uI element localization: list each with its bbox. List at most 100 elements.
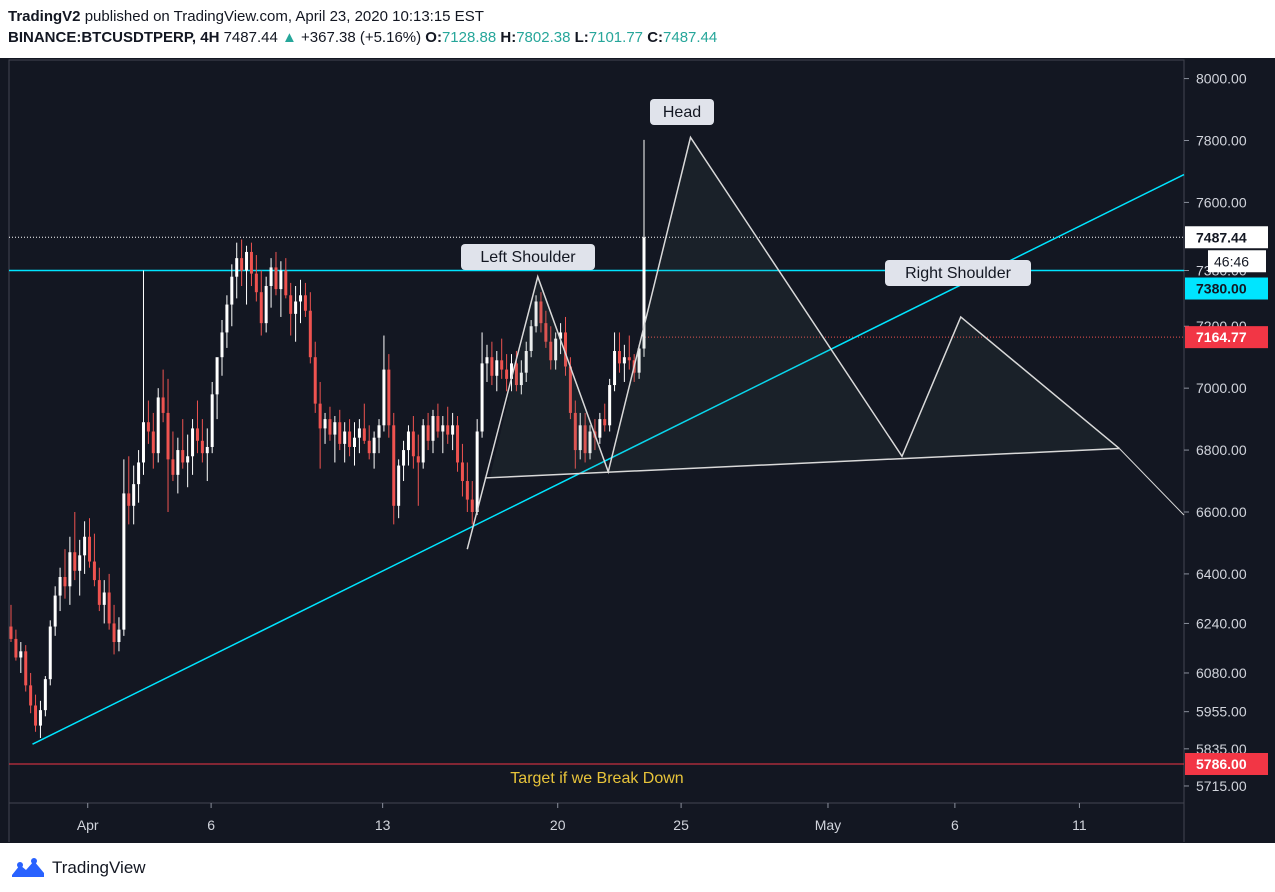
footer-brand[interactable]: TradingView [52,858,146,877]
open-label: O: [425,29,442,46]
candle [73,511,77,581]
candle-body [549,341,553,361]
candle [583,412,587,463]
right-shoulder-label: Right Shoulder [905,265,1012,282]
candle-body [220,332,224,358]
candle [348,419,352,457]
candle [161,369,165,423]
candle-body [426,425,430,441]
candle [318,381,322,469]
price-tag-bg [1185,226,1268,249]
x-tick-label: 13 [375,817,391,833]
candle [166,378,170,512]
candle [249,242,253,286]
candle [107,573,111,630]
candle-body [406,431,410,451]
candle-body [500,360,504,370]
candle-body [269,267,273,286]
low-value: 7101.77 [588,29,644,46]
candle [539,292,543,333]
candle-body [333,422,337,435]
candle [53,586,57,636]
candle [495,351,499,392]
candle [9,604,13,643]
publisher-name[interactable]: TradingV2 [8,8,81,25]
candle [146,400,150,444]
candle [426,412,430,451]
candle-body [490,357,494,376]
candle-body [613,351,617,386]
candle-body [495,360,499,376]
candle [323,412,327,444]
candle [446,406,450,444]
candle [240,239,244,286]
candle-body [328,419,332,435]
x-tick-label: Apr [77,817,99,833]
candle [642,139,646,357]
neckline [484,447,1120,479]
price-tag-bg [1185,277,1268,300]
candle-body [323,419,327,429]
candle [151,412,155,469]
candle-body [274,267,278,290]
candle [308,292,312,364]
candle [34,694,38,732]
tradingview-logo-icon[interactable] [10,857,46,879]
x-tick-label: 6 [207,817,215,833]
candle-body [58,577,62,596]
candle-body [83,536,87,556]
candle [19,642,23,673]
close-label: C: [647,29,664,46]
candle-body [392,425,396,506]
candle-body [382,369,386,426]
candle-body [289,295,293,314]
candle [573,400,577,469]
candle-body [617,351,621,364]
candle [490,341,494,386]
y-tick-label: 5955.00 [1196,704,1247,720]
candle-body [563,332,567,367]
y-tick-label: 6400.00 [1196,566,1247,582]
candle [176,437,180,494]
candle-body [348,431,352,447]
candle [264,276,268,333]
head-label: Head [663,104,701,121]
symbol-label: BINANCE:BTCUSDTPERP, 4H [8,29,220,46]
x-tick-label: 6 [951,817,959,833]
candle-body [583,425,587,454]
candle [436,403,440,438]
target-label: Target if we Break Down [510,770,683,787]
candle-body [539,301,543,324]
candle [470,481,474,525]
candle [441,416,445,454]
candle-body [264,285,268,324]
last-price: 7487.44 [223,29,278,46]
candle [195,400,199,454]
candle [603,403,607,432]
candle [397,459,401,519]
candle [465,462,469,512]
candle-body [308,310,312,358]
candle [451,412,455,451]
candle-body [205,446,209,454]
candle-body [88,536,92,562]
candle-body [431,416,435,441]
x-tick-label: 11 [1072,817,1087,833]
published-text: published on TradingView.com, April 23, … [84,8,484,25]
candle-body [43,679,47,711]
candle-body [294,301,298,314]
candle [328,406,332,441]
candle-body [608,385,612,426]
candle [460,443,464,497]
candle-body [519,372,523,386]
candle [132,465,136,525]
countdown-timer: 46:46 [1214,253,1249,269]
y-tick-label: 7000.00 [1196,380,1247,396]
candle [402,440,406,482]
candle [456,416,460,472]
candle-body [210,394,214,447]
candle [554,332,558,370]
candle [24,645,28,692]
candle-body [622,357,626,364]
